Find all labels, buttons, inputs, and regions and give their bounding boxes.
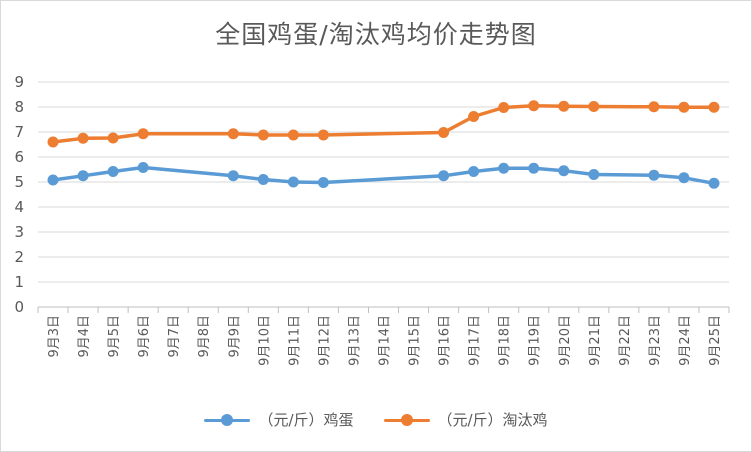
y-tick-label: 7 xyxy=(14,123,24,141)
y-tick-label: 1 xyxy=(14,273,24,291)
data-point-series-1 xyxy=(528,100,540,112)
x-tick-label: 9月15日 xyxy=(408,315,423,366)
y-tick-label: 4 xyxy=(14,198,24,216)
data-point-series-0 xyxy=(137,162,149,173)
data-point-series-1 xyxy=(558,100,570,112)
data-point-series-1 xyxy=(468,111,480,122)
series-line-0 xyxy=(51,165,716,186)
y-tick-label: 9 xyxy=(14,73,24,91)
data-point-series-1 xyxy=(107,132,119,144)
x-tick-label: 9月19日 xyxy=(528,315,543,366)
legend-label-culled-hen: （元/斤）淘汰鸡 xyxy=(437,411,548,429)
y-tick-label: 0 xyxy=(14,298,24,316)
data-point-series-0 xyxy=(438,170,450,182)
data-point-series-1 xyxy=(47,136,59,148)
data-point-series-1 xyxy=(708,101,720,113)
x-tick-label: 9月21日 xyxy=(588,315,603,366)
x-tick-label: 9月20日 xyxy=(558,315,573,366)
data-point-series-0 xyxy=(317,177,329,188)
data-point-series-0 xyxy=(528,162,540,174)
x-tick-label: 9月17日 xyxy=(468,315,483,366)
legend-label-egg: （元/斤）鸡蛋 xyxy=(258,411,354,429)
legend: （元/斤）鸡蛋 （元/斤）淘汰鸡 xyxy=(1,409,751,430)
x-tick-label: 9月8日 xyxy=(197,315,212,358)
data-point-series-0 xyxy=(77,170,89,182)
y-tick-label: 2 xyxy=(14,248,24,266)
legend-item-culled-hen: （元/斤）淘汰鸡 xyxy=(383,409,548,430)
legend-item-egg: （元/斤）鸡蛋 xyxy=(204,409,354,430)
y-tick-label: 8 xyxy=(14,98,24,116)
series-line-1 xyxy=(51,104,716,144)
x-tick-label: 9月9日 xyxy=(227,315,242,358)
data-point-series-1 xyxy=(438,127,450,138)
data-point-series-1 xyxy=(588,101,600,112)
data-point-series-1 xyxy=(678,101,690,113)
data-point-series-1 xyxy=(648,101,660,113)
data-point-series-1 xyxy=(137,128,149,140)
data-point-series-0 xyxy=(558,165,570,177)
x-tick-label: 9月5日 xyxy=(107,315,122,358)
x-tick-label: 9月7日 xyxy=(167,315,182,358)
legend-marker-egg xyxy=(204,413,251,426)
data-point-series-1 xyxy=(227,128,239,140)
x-tick-label: 9月18日 xyxy=(498,315,513,366)
x-tick-label: 9月4日 xyxy=(77,315,92,358)
x-tick-label: 9月23日 xyxy=(648,315,663,366)
data-point-series-0 xyxy=(107,166,119,177)
data-point-series-1 xyxy=(317,129,329,141)
data-point-series-0 xyxy=(227,170,239,182)
x-tick-label: 9月3日 xyxy=(47,315,62,358)
y-tick-label: 6 xyxy=(14,148,24,166)
x-tick-label: 9月25日 xyxy=(708,315,723,366)
x-tick-label: 9月22日 xyxy=(618,315,633,366)
data-point-series-0 xyxy=(47,174,59,186)
data-point-series-0 xyxy=(257,174,269,185)
x-tick-label: 9月6日 xyxy=(137,315,152,358)
x-tick-label: 9月13日 xyxy=(347,315,362,366)
chart-title: 全国鸡蛋/淘汰鸡均价走势图 xyxy=(215,20,537,49)
x-tick-label: 9月16日 xyxy=(438,315,453,366)
data-point-series-0 xyxy=(588,169,600,180)
x-tick-label: 9月24日 xyxy=(678,315,693,366)
data-point-series-1 xyxy=(77,132,89,144)
x-tick-label: 9月10日 xyxy=(257,315,272,366)
data-point-series-1 xyxy=(257,129,269,141)
data-point-series-0 xyxy=(678,172,690,184)
legend-marker-culled-hen xyxy=(383,413,430,426)
data-point-series-0 xyxy=(287,176,299,188)
data-point-series-0 xyxy=(498,162,510,174)
y-tick-label: 3 xyxy=(14,223,24,241)
x-tick-label: 9月12日 xyxy=(317,315,332,366)
data-point-series-0 xyxy=(708,177,720,189)
x-tick-label: 9月14日 xyxy=(378,315,393,366)
data-point-series-1 xyxy=(287,129,299,141)
data-point-series-0 xyxy=(648,169,660,181)
x-tick-label: 9月11日 xyxy=(287,315,302,366)
data-point-series-1 xyxy=(498,102,510,113)
y-tick-label: 5 xyxy=(14,173,24,191)
data-point-series-0 xyxy=(468,166,480,177)
